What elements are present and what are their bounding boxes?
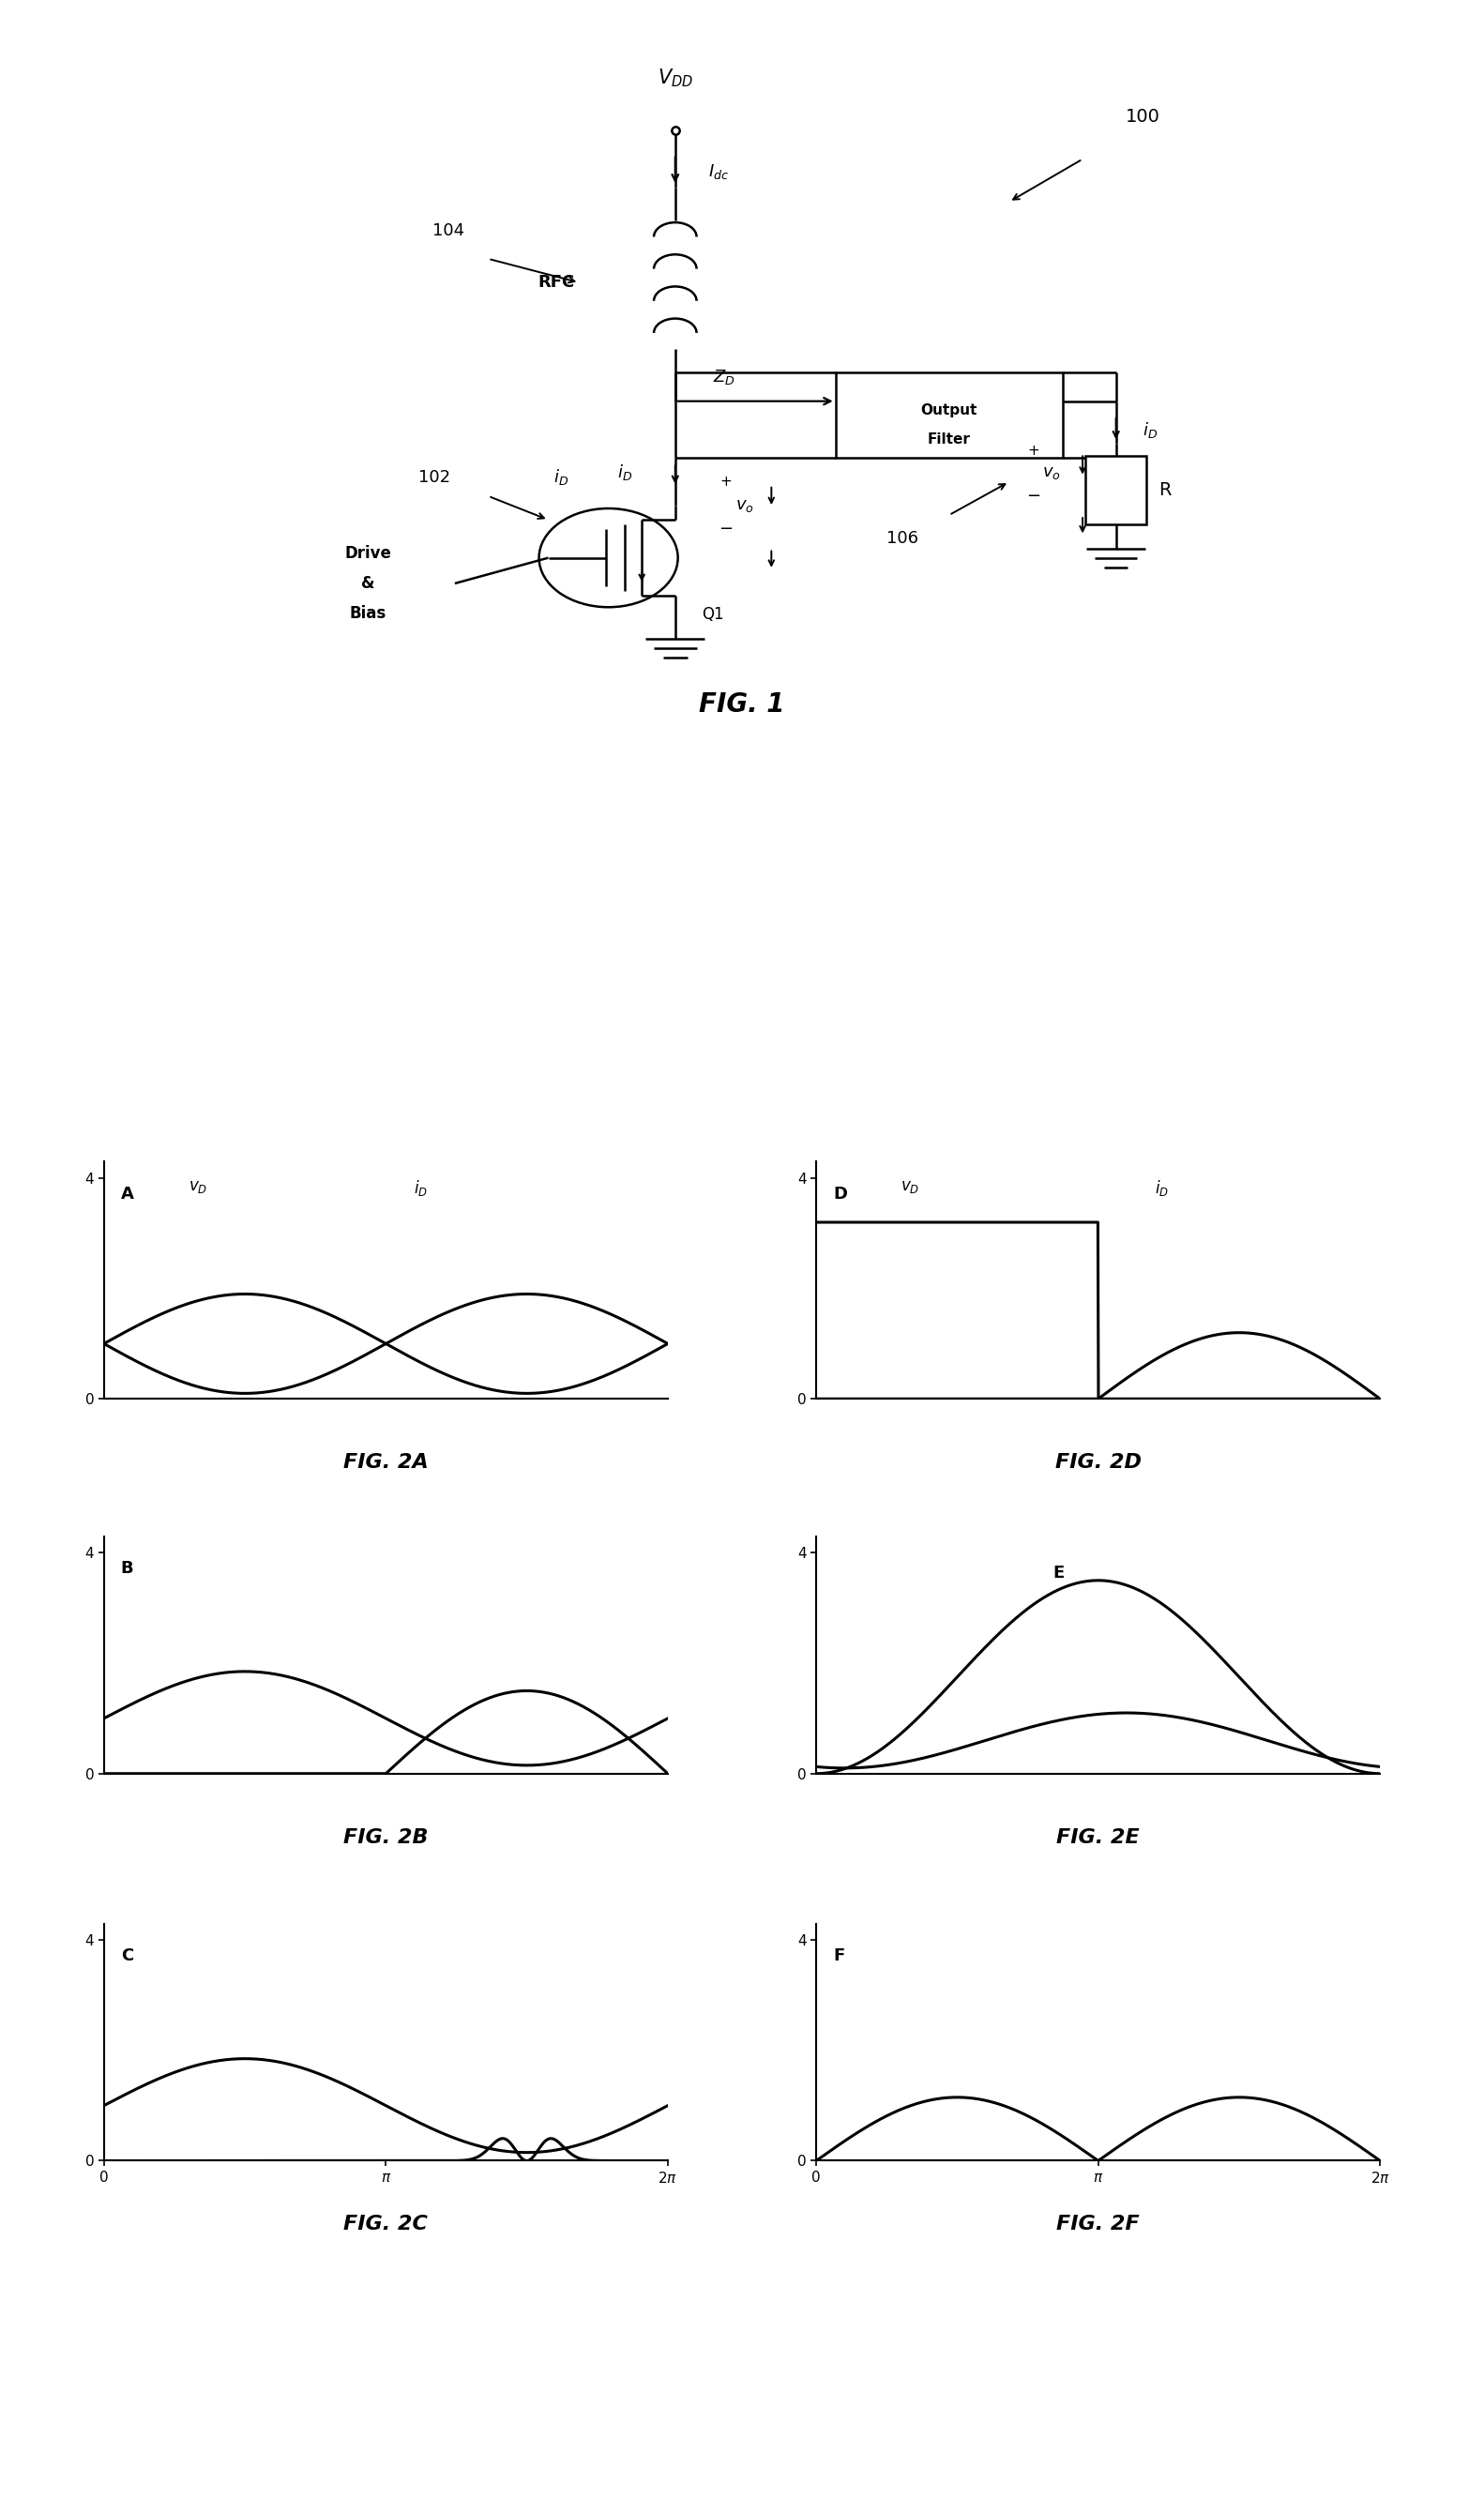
Text: FIG. 1: FIG. 1 <box>699 692 785 717</box>
Text: 106: 106 <box>886 530 919 547</box>
Bar <box>835 372 1063 457</box>
Text: $i_D$: $i_D$ <box>554 467 568 487</box>
Text: +: + <box>1027 445 1039 457</box>
Text: $v_o$: $v_o$ <box>736 497 754 515</box>
Text: Q1: Q1 <box>702 607 724 622</box>
Text: $Z_D$: $Z_D$ <box>712 367 735 387</box>
Text: C: C <box>120 1948 134 1963</box>
Text: &: & <box>361 575 375 592</box>
Text: $v_o$: $v_o$ <box>1043 465 1061 480</box>
Text: Bias: Bias <box>350 605 386 622</box>
Text: +: + <box>720 475 732 490</box>
Text: Output: Output <box>920 405 978 417</box>
Text: A: A <box>120 1187 134 1202</box>
Text: $V_{DD}$: $V_{DD}$ <box>657 67 693 90</box>
Text: 104: 104 <box>432 222 464 240</box>
Text: E: E <box>1054 1564 1064 1581</box>
Text: 100: 100 <box>1125 107 1160 125</box>
Text: FIG. 2E: FIG. 2E <box>1057 1829 1140 1846</box>
Text: $i_D$: $i_D$ <box>617 462 632 482</box>
Text: $-$: $-$ <box>718 520 733 537</box>
Text: $i_D$: $i_D$ <box>414 1179 427 1199</box>
Text: RFC: RFC <box>539 275 576 290</box>
Text: $v_D$: $v_D$ <box>188 1179 208 1194</box>
Text: $i_D$: $i_D$ <box>1155 1179 1168 1199</box>
Text: B: B <box>120 1559 134 1576</box>
Text: FIG. 2A: FIG. 2A <box>343 1454 429 1471</box>
Text: FIG. 2C: FIG. 2C <box>344 2216 427 2233</box>
Text: F: F <box>833 1948 844 1963</box>
Text: FIG. 2B: FIG. 2B <box>343 1829 429 1846</box>
Text: 102: 102 <box>418 470 451 485</box>
Text: $v_D$: $v_D$ <box>901 1179 920 1194</box>
Text: $I_{dc}$: $I_{dc}$ <box>709 162 729 180</box>
Text: D: D <box>833 1187 847 1202</box>
Text: R: R <box>1159 482 1171 500</box>
Text: Filter: Filter <box>928 432 971 447</box>
Bar <box>1085 457 1147 525</box>
Text: FIG. 2F: FIG. 2F <box>1057 2216 1140 2233</box>
Text: $i_D$: $i_D$ <box>1143 420 1158 440</box>
Text: $-$: $-$ <box>1025 485 1040 502</box>
Text: Drive: Drive <box>344 545 392 562</box>
Text: FIG. 2D: FIG. 2D <box>1055 1454 1141 1471</box>
